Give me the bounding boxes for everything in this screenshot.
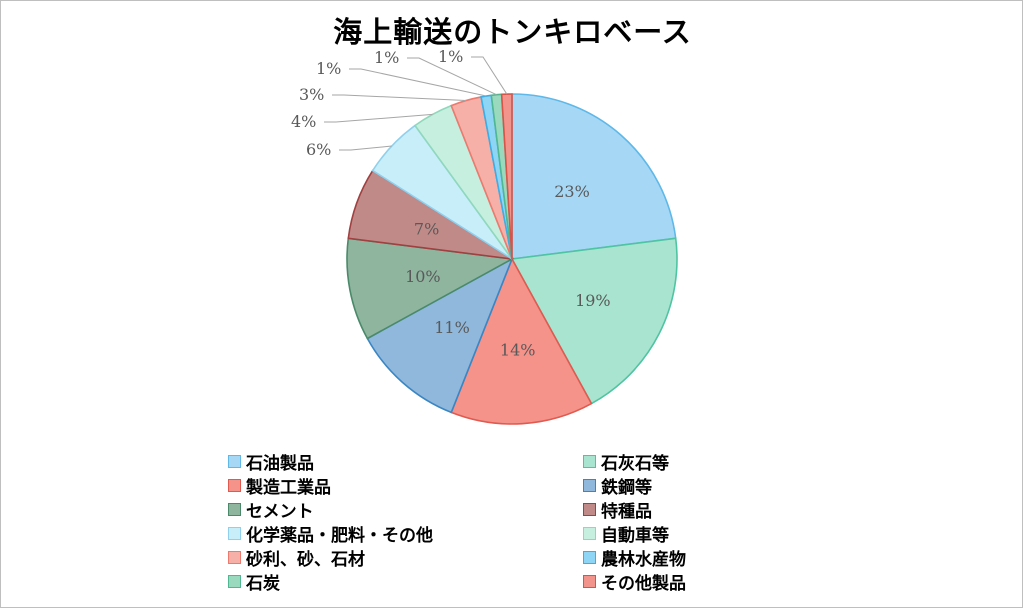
leader-line-8 [324, 113, 433, 123]
data-label-10: 1% [316, 59, 341, 78]
legend-swatch [228, 550, 241, 564]
legend-label: 特種品 [601, 501, 652, 522]
leader-line-9 [332, 94, 466, 102]
legend-item-12: その他製品 [583, 569, 686, 594]
legend-label: 鉄鋼等 [601, 477, 652, 498]
legend-swatch [583, 478, 596, 492]
legend-item-8: 自動車等 [583, 521, 669, 546]
leader-line-12 [471, 56, 508, 95]
legend-swatch [228, 502, 241, 516]
legend-swatch [228, 478, 241, 492]
legend-item-5: セメント [228, 497, 314, 522]
legend-item-7: 化学薬品・肥料・その他 [228, 521, 433, 546]
legend-swatch [583, 550, 596, 564]
data-label-4: 11% [434, 318, 470, 337]
legend-label: 製造工業品 [246, 477, 331, 498]
legend-label: 砂利、砂、石材 [246, 549, 365, 570]
legend-item-2: 石灰石等 [583, 449, 669, 474]
legend-label: 石灰石等 [601, 453, 669, 474]
legend-swatch [583, 574, 596, 588]
pie-slice-3 [450, 257, 593, 425]
data-label-9: 3% [299, 85, 324, 104]
data-label-12: 1% [438, 47, 463, 66]
legend-label: 石炭 [246, 573, 280, 594]
leader-line-10 [349, 68, 487, 97]
legend-label: その他製品 [601, 573, 686, 594]
legend-label: 石油製品 [246, 453, 314, 474]
legend-swatch [583, 526, 596, 540]
leader-line-7 [339, 145, 392, 151]
legend-swatch [583, 454, 596, 468]
legend-swatch [228, 454, 241, 468]
data-label-11: 1% [374, 48, 399, 67]
legend-item-4: 鉄鋼等 [583, 473, 652, 498]
pie-slice-12 [500, 93, 513, 260]
legend-label: 農林水産物 [601, 549, 686, 570]
data-label-7: 6% [306, 140, 331, 159]
pie-slice-1 [511, 93, 677, 260]
data-label-5: 10% [405, 267, 441, 286]
legend-label: セメント [246, 501, 314, 522]
legend-swatch [228, 526, 241, 540]
data-label-2: 19% [575, 291, 611, 310]
pie-slice-5 [346, 237, 515, 340]
legend-item-9: 砂利、砂、石材 [228, 545, 365, 570]
legend-swatch [583, 502, 596, 516]
pie-slice-4 [366, 257, 514, 414]
data-label-6: 7% [414, 219, 439, 238]
legend-item-10: 農林水産物 [583, 545, 686, 570]
data-label-1: 23% [554, 182, 590, 201]
legend-item-3: 製造工業品 [228, 473, 331, 498]
legend-item-6: 特種品 [583, 497, 652, 522]
legend-swatch [228, 574, 241, 588]
data-label-8: 4% [291, 112, 316, 131]
legend-label: 自動車等 [601, 525, 669, 546]
legend-item-1: 石油製品 [228, 449, 314, 474]
legend-label: 化学薬品・肥料・その他 [246, 525, 433, 546]
pie-slice-2 [510, 237, 678, 405]
chart-title: 海上輸送のトンキロベース [333, 15, 692, 49]
data-label-3: 14% [500, 341, 536, 360]
legend-item-11: 石炭 [228, 569, 280, 594]
leader-line-11 [407, 57, 497, 96]
